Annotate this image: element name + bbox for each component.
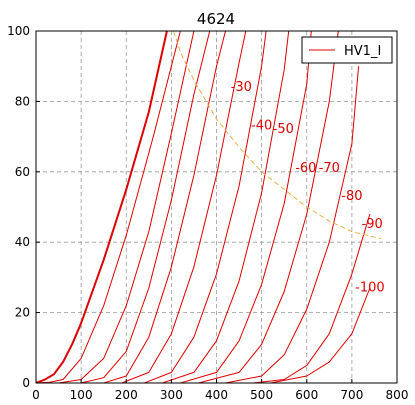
x-tick-label: 100 <box>70 388 93 402</box>
axis-ticks: 0 100 200 300 400 500 600 700 800 0 20 40 60 80 100 <box>7 24 408 402</box>
plate-curve-11 <box>225 66 360 383</box>
curve-label: -70 <box>319 161 340 176</box>
x-tick-label: 700 <box>340 388 363 402</box>
plate-curve-1 <box>36 31 168 383</box>
x-tick-label: 300 <box>160 388 183 402</box>
x-tick-label: 800 <box>386 388 409 402</box>
plate-curve-6 <box>121 31 247 383</box>
plate-curve-9 <box>180 31 312 383</box>
max-dissipation-curve <box>173 31 382 240</box>
plate-curves <box>36 31 371 383</box>
plate-curve-2 <box>36 31 181 383</box>
curve-labels: -30 -40 -50 -60 -70-80-90 -100 <box>231 80 385 296</box>
grid <box>36 31 397 383</box>
plate-curve-10 <box>198 31 339 383</box>
curve-label: -60 <box>295 161 316 176</box>
curve-label: -30 <box>231 80 252 95</box>
plate-curve-4 <box>80 31 211 383</box>
plate-curve-13 <box>270 287 371 383</box>
y-tick-label: 20 <box>15 306 30 320</box>
x-tick-label: 0 <box>32 388 40 402</box>
legend: HV1_I <box>301 36 393 64</box>
curve-label: -80 <box>341 189 362 204</box>
x-tick-label: 500 <box>250 388 273 402</box>
y-tick-label: 40 <box>15 235 30 249</box>
legend-label: HV1_I <box>344 44 381 59</box>
curve-label: -50 <box>273 122 294 137</box>
x-tick-label: 400 <box>205 388 228 402</box>
y-tick-label: 60 <box>15 165 30 179</box>
plate-curve-8 <box>162 31 290 383</box>
plate-curve-5 <box>103 31 226 383</box>
y-tick-label: 100 <box>7 24 30 38</box>
x-tick-label: 200 <box>115 388 138 402</box>
plate-curve-7 <box>144 31 267 383</box>
max-dissipation-line <box>173 31 382 240</box>
y-tick-label: 0 <box>22 376 30 390</box>
curve-label: -90 <box>362 217 383 232</box>
x-tick-label: 600 <box>295 388 318 402</box>
chart-title: 4624 <box>197 10 235 28</box>
curve-label: -40 <box>251 119 272 134</box>
y-tick-label: 80 <box>15 94 30 108</box>
curve-label: -100 <box>355 280 385 295</box>
plate-curve-12 <box>252 213 371 383</box>
